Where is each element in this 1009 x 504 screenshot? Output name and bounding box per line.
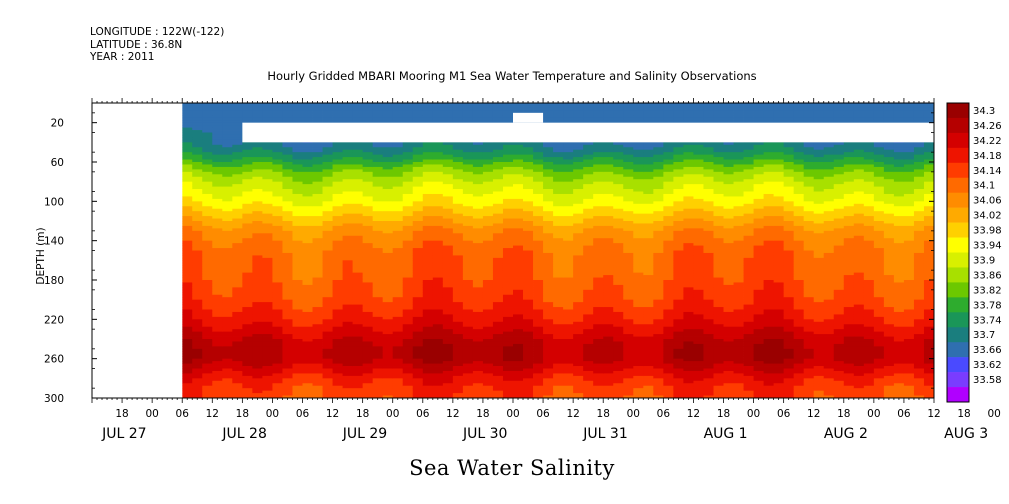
colorbar-label: 34.14 (973, 166, 1002, 177)
colorbar-label: 34.1 (973, 181, 995, 192)
x-hour-tick-label: 12 (206, 408, 219, 420)
year-label: YEAR : 2011 (89, 51, 154, 63)
x-date-label: JUL 28 (221, 426, 266, 442)
y-tick-label: 100 (44, 196, 64, 208)
x-hour-tick-label: 18 (356, 408, 369, 420)
x-hour-tick-label: 06 (176, 408, 190, 420)
colorbar-swatch (947, 297, 969, 313)
x-axis-label: Sea Water Salinity (409, 456, 615, 480)
colorbar-label: 34.02 (973, 211, 1002, 222)
colorbar-swatch (947, 327, 969, 343)
colorbar-label: 33.82 (973, 285, 1002, 296)
x-hour-tick-label: 00 (867, 408, 880, 420)
y-tick-label: 180 (44, 275, 64, 287)
x-hour-tick-label: 00 (145, 408, 158, 420)
colorbar-label: 33.74 (973, 315, 1002, 326)
missing-data-region (242, 122, 934, 143)
colorbar-label: 33.78 (973, 300, 1002, 311)
x-date-label: AUG 1 (704, 426, 748, 442)
longitude-label: LONGITUDE : 122W(-122) (90, 26, 224, 38)
x-hour-tick-label: 06 (416, 408, 430, 420)
colorbar-label: 33.66 (973, 345, 1002, 356)
colorbar-swatch (947, 387, 969, 403)
colorbar-swatch (947, 103, 969, 119)
chart-title: Hourly Gridded MBARI Mooring M1 Sea Wate… (267, 69, 756, 83)
x-hour-tick-label: 00 (627, 408, 640, 420)
x-hour-tick-label: 12 (326, 408, 339, 420)
axes: 18 00 06 12 18 00 06 12 18 00 06 12 18 00 06 12 18 00 06 12… (44, 98, 1001, 442)
y-tick-label: 260 (44, 354, 64, 366)
x-hour-tick-label: 18 (236, 408, 249, 420)
x-hour-tick-label: 18 (957, 408, 970, 420)
colorbar-label: 34.06 (973, 196, 1002, 207)
x-hour-tick-label: 12 (566, 408, 579, 420)
colorbar-label: 33.7 (973, 330, 995, 341)
x-date-label: JUL 29 (342, 426, 387, 442)
x-hour-tick-label: 06 (536, 408, 550, 420)
colorbar-label: 33.94 (973, 241, 1002, 252)
colorbar-label: 34.18 (973, 151, 1002, 162)
latitude-label: LATITUDE : 36.8N (90, 39, 182, 51)
colorbar-label: 34.26 (973, 121, 1002, 132)
x-hour-tick-label: 06 (897, 408, 911, 420)
x-hour-tick-label: 06 (296, 408, 310, 420)
colorbar-swatch (947, 192, 969, 208)
colorbar-swatch (947, 312, 969, 328)
x-hour-tick-label: 18 (717, 408, 730, 420)
y-tick-label: 20 (51, 118, 64, 130)
colorbar-label: 33.58 (973, 375, 1002, 386)
colorbar-label: 33.9 (973, 255, 995, 266)
colorbar-swatch (947, 162, 969, 179)
colorbar-swatch (947, 222, 969, 238)
colorbar-swatch (947, 357, 969, 373)
x-hour-tick-label: 18 (476, 408, 489, 420)
colorbar-label: 34.22 (973, 136, 1002, 147)
colorbar-swatch (947, 282, 969, 298)
colorbar-swatch (947, 267, 969, 283)
colorbar-swatch (947, 342, 969, 358)
colorbar-label: 33.62 (973, 360, 1002, 371)
colorbar-label: 33.98 (973, 226, 1002, 237)
missing-data-region (513, 112, 544, 123)
colorbar-label: 33.86 (973, 270, 1002, 281)
x-hour-tick-label: 00 (747, 408, 760, 420)
x-hour-tick-label: 06 (657, 408, 671, 420)
x-hour-tick-label: 12 (807, 408, 820, 420)
y-tick-label: 300 (44, 393, 64, 405)
y-tick-label: 220 (44, 314, 64, 326)
x-hour-tick-label: 12 (446, 408, 459, 420)
y-tick-label: 140 (44, 236, 64, 248)
colorbar-swatch (947, 252, 969, 268)
colorbar-swatch (947, 117, 969, 134)
x-date-label: JUL 30 (462, 426, 507, 442)
colorbar-swatch (947, 207, 969, 223)
x-hour-tick-label: 18 (837, 408, 850, 420)
x-hour-tick-label: 18 (115, 408, 128, 420)
colorbar-swatch (947, 132, 969, 149)
x-date-label: JUL 27 (101, 426, 146, 442)
x-hour-tick-label: 12 (687, 408, 700, 420)
colorbar: 34.3 34.26 34.22 34.18 34.14 34.1 34.06 34.02 33… (946, 102, 1002, 403)
missing-data-region (92, 103, 183, 398)
colorbar-swatch (947, 237, 969, 253)
colorbar-swatch (947, 177, 969, 193)
x-hour-tick-label: 00 (386, 408, 399, 420)
x-hour-tick-label: 00 (987, 408, 1000, 420)
x-hour-tick-label: 00 (266, 408, 279, 420)
x-date-label: JUL 31 (582, 426, 627, 442)
plot-area (92, 103, 935, 399)
x-hour-tick-label: 00 (506, 408, 519, 420)
x-hour-tick-label: 12 (927, 408, 940, 420)
x-date-label: AUG 2 (824, 426, 868, 442)
x-hour-tick-label: 06 (777, 408, 791, 420)
colorbar-swatch (947, 147, 969, 164)
y-axis-label: DEPTH (m) (35, 227, 47, 284)
colorbar-label: 34.3 (973, 106, 995, 117)
x-hour-tick-label: 18 (597, 408, 610, 420)
x-date-label: AUG 3 (944, 426, 988, 442)
colorbar-swatch (947, 372, 969, 388)
y-tick-label: 60 (51, 157, 64, 169)
